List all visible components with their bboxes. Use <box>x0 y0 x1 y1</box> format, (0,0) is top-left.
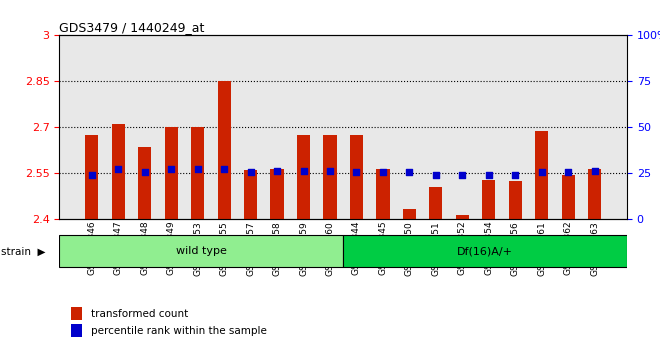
Point <box>166 166 176 172</box>
Point <box>86 172 97 178</box>
Bar <box>429 187 442 219</box>
FancyBboxPatch shape <box>343 235 627 267</box>
Bar <box>509 181 522 219</box>
Bar <box>297 135 310 219</box>
Point <box>589 168 600 174</box>
Point <box>351 169 362 175</box>
Point <box>192 166 203 172</box>
Text: transformed count: transformed count <box>90 309 188 319</box>
Point <box>325 168 335 174</box>
Bar <box>455 215 469 219</box>
Bar <box>562 175 575 219</box>
Bar <box>71 324 82 337</box>
Bar <box>323 135 337 219</box>
Bar <box>71 307 82 320</box>
Point <box>563 169 574 175</box>
Text: Df(16)A/+: Df(16)A/+ <box>457 246 513 256</box>
Point <box>484 172 494 178</box>
Point <box>246 169 256 175</box>
Point <box>298 168 309 174</box>
Point <box>537 169 547 175</box>
Bar <box>164 127 178 219</box>
Point <box>272 168 282 174</box>
Point <box>219 166 230 172</box>
Bar <box>376 169 389 219</box>
Bar <box>350 135 363 219</box>
Bar <box>112 124 125 219</box>
Bar <box>138 147 151 219</box>
Bar <box>403 209 416 219</box>
Bar <box>191 127 205 219</box>
Point <box>510 172 521 178</box>
FancyBboxPatch shape <box>59 235 343 267</box>
Bar <box>482 179 496 219</box>
Point <box>378 169 388 175</box>
Bar <box>271 169 284 219</box>
Text: strain  ▶: strain ▶ <box>1 246 45 256</box>
Bar <box>588 169 601 219</box>
Point <box>139 169 150 175</box>
Bar <box>244 170 257 219</box>
Point <box>404 169 414 175</box>
Text: percentile rank within the sample: percentile rank within the sample <box>90 326 267 336</box>
Text: GDS3479 / 1440249_at: GDS3479 / 1440249_at <box>59 21 205 34</box>
Bar <box>535 131 548 219</box>
Point <box>457 172 467 178</box>
Bar <box>218 81 231 219</box>
Point <box>113 166 123 172</box>
Text: wild type: wild type <box>176 246 227 256</box>
Bar <box>85 135 98 219</box>
Point <box>430 172 441 178</box>
